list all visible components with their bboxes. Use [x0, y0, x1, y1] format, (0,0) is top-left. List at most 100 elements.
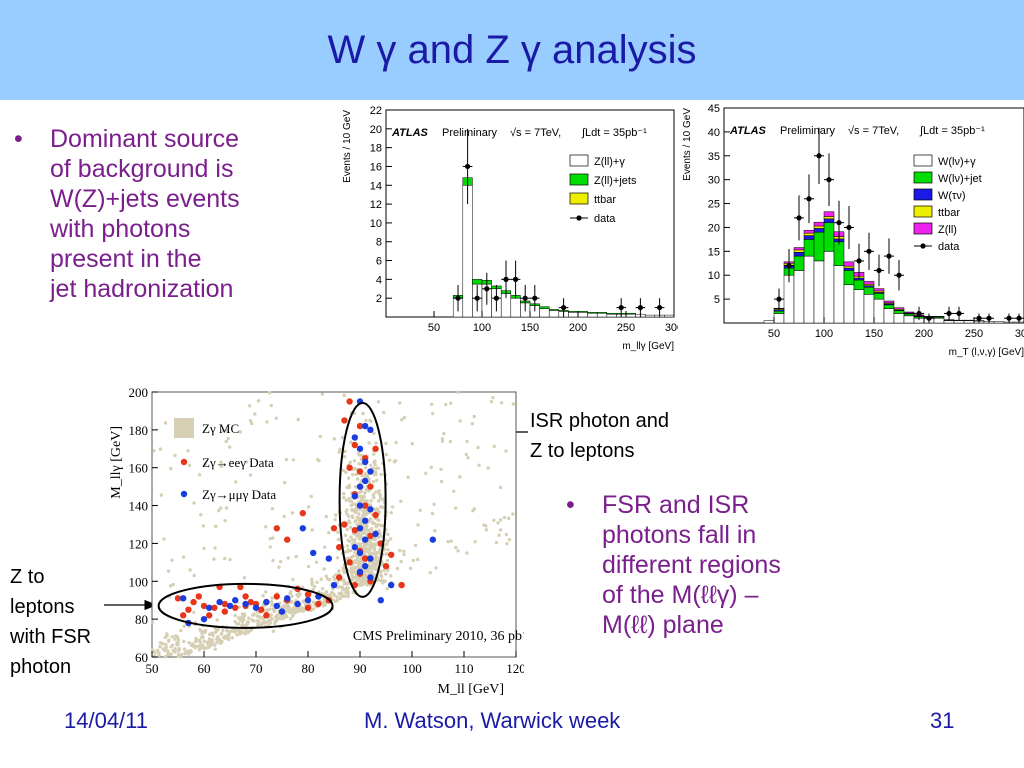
mc-point [163, 654, 168, 659]
y-tick-label: 15 [708, 246, 720, 258]
mc-point [511, 512, 515, 516]
mc-point [365, 473, 370, 478]
mc-point [355, 477, 360, 481]
ee-data-point [258, 606, 265, 613]
mc-point [314, 560, 319, 564]
mc-point [306, 505, 311, 509]
mc-point [372, 452, 376, 456]
ee-data-point [367, 532, 374, 540]
histogram-bar [568, 312, 579, 318]
mc-point [353, 550, 357, 555]
mc-point [458, 475, 462, 479]
histogram-bar [813, 260, 825, 324]
mc-point [248, 473, 253, 477]
isr-annotation-line: ISR photon and [530, 410, 669, 432]
mumu-data-point [377, 597, 384, 604]
mc-point [352, 411, 357, 416]
y-tick-label: 100 [129, 574, 149, 589]
mc-point [328, 593, 332, 597]
mc-point [176, 642, 180, 647]
mumu-data-point [200, 615, 208, 623]
mc-point [246, 620, 250, 624]
mc-point [290, 511, 295, 515]
mc-point [353, 466, 357, 471]
mc-point [238, 618, 242, 623]
histogram-bar [843, 284, 855, 324]
mc-point [212, 557, 216, 561]
mc-point [235, 633, 239, 637]
mc-point [362, 499, 366, 503]
mc-point [309, 494, 313, 499]
right-bullet-line: of the M(ℓℓγ) – [602, 581, 759, 609]
mc-point [498, 528, 503, 532]
mc-point [350, 538, 355, 542]
ee-data-point [362, 502, 369, 509]
mc-point [453, 506, 458, 510]
mc-point [354, 558, 358, 563]
mumu-data-point [362, 517, 369, 524]
right-bullet-text: FSR and ISR photons fall in different re… [602, 490, 846, 640]
mc-point [311, 587, 315, 592]
histogram-bar [903, 311, 915, 314]
legend-label: data [938, 241, 960, 253]
mc-point [186, 449, 190, 453]
mc-point [343, 533, 348, 538]
mc-point [482, 523, 486, 527]
histogram-bar [813, 221, 825, 227]
x-tick-label: 150 [865, 328, 883, 340]
mc-point [328, 578, 332, 582]
histogram-bar [903, 313, 915, 317]
data-point [532, 295, 538, 301]
mumu-data-point [242, 600, 249, 608]
mc-point [225, 629, 229, 633]
ee-data-point [304, 591, 312, 598]
mc-point [215, 640, 219, 645]
mc-point [343, 449, 347, 454]
mc-point [271, 536, 275, 540]
mc-point [169, 652, 174, 656]
mc-point [223, 636, 228, 640]
mc-point [511, 402, 516, 406]
histogram-bar [883, 304, 895, 309]
mc-point [413, 543, 418, 548]
mumu-data-point [294, 600, 301, 608]
mc-point [491, 395, 495, 400]
histogram-bar [625, 312, 636, 315]
y-tick-label: 4 [376, 274, 382, 286]
mc-point [367, 489, 371, 493]
mc-point [370, 526, 374, 531]
legend-marker [913, 188, 933, 201]
mc-point [384, 452, 389, 457]
experiment-label: ATLAS [729, 125, 767, 137]
mumu-data-point [351, 434, 358, 441]
histogram-bar [803, 255, 815, 324]
mc-point [324, 574, 328, 578]
mc-point [411, 558, 416, 563]
mc-point [240, 630, 245, 635]
y-tick-label: 160 [129, 461, 149, 476]
histogram-bar [963, 320, 975, 324]
mc-point [217, 508, 221, 513]
mc-point [226, 637, 231, 642]
mc-point [169, 466, 173, 471]
histogram-bar [823, 216, 835, 220]
data-point [474, 295, 480, 301]
mc-point [344, 509, 348, 514]
mc-point [197, 648, 202, 652]
mc-point [343, 550, 348, 554]
ee-data-point [200, 602, 208, 610]
ee-data-point [362, 555, 369, 562]
footer-author: M. Watson, Warwick week [364, 708, 621, 733]
data-point [796, 215, 802, 221]
luminosity-label: ∫Ldt = 35pb⁻¹ [919, 125, 985, 137]
mc-point [159, 493, 164, 497]
mc-point [203, 628, 208, 633]
mc-point [394, 440, 398, 445]
histogram-bar [793, 249, 805, 253]
mc-point [353, 520, 357, 524]
mc-point [398, 401, 402, 405]
histogram-bar [933, 317, 945, 324]
x-tick-label: 300 [665, 322, 678, 334]
ee-data-point [341, 521, 348, 528]
mumu-data-point [367, 426, 374, 434]
